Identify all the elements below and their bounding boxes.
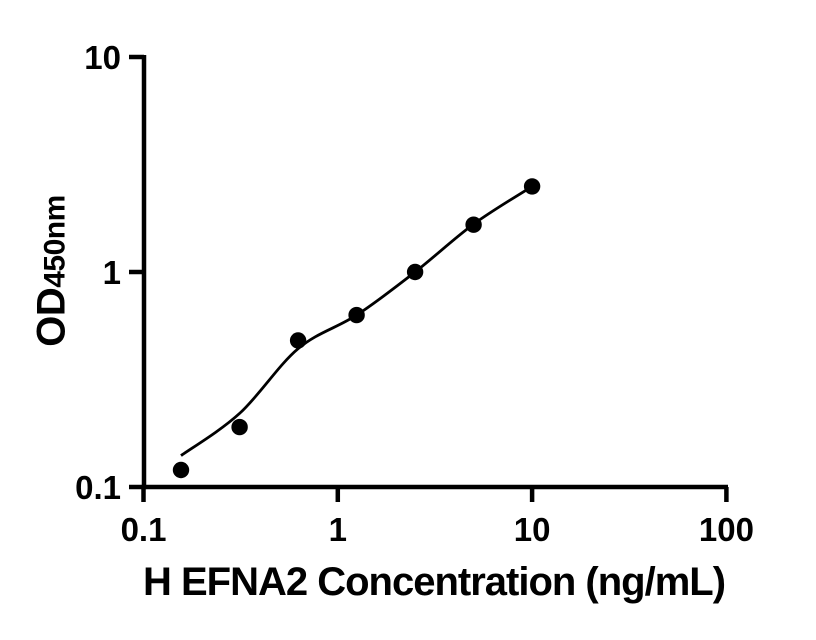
x-tick-label: 10: [514, 511, 551, 548]
x-tick-label: 100: [699, 511, 754, 548]
x-tick-label: 0.1: [121, 511, 167, 548]
data-point: [172, 461, 190, 479]
x-axis-title: H EFNA2 Concentration (ng/mL): [142, 560, 726, 604]
y-axis-label-main: OD: [29, 287, 74, 347]
data-point: [465, 216, 482, 233]
y-tick-label: 1: [103, 254, 121, 291]
data-point: [523, 178, 541, 195]
y-axis-label: OD450nm: [30, 195, 75, 347]
y-tick-label: 0.1: [75, 469, 121, 506]
y-tick-label: 10: [84, 39, 121, 76]
data-point: [231, 418, 248, 436]
data-point: [289, 332, 307, 349]
data-point: [348, 306, 365, 324]
x-tick-label: 1: [329, 511, 347, 548]
data-point: [406, 263, 424, 281]
y-axis-label-sub: 450nm: [38, 195, 72, 288]
